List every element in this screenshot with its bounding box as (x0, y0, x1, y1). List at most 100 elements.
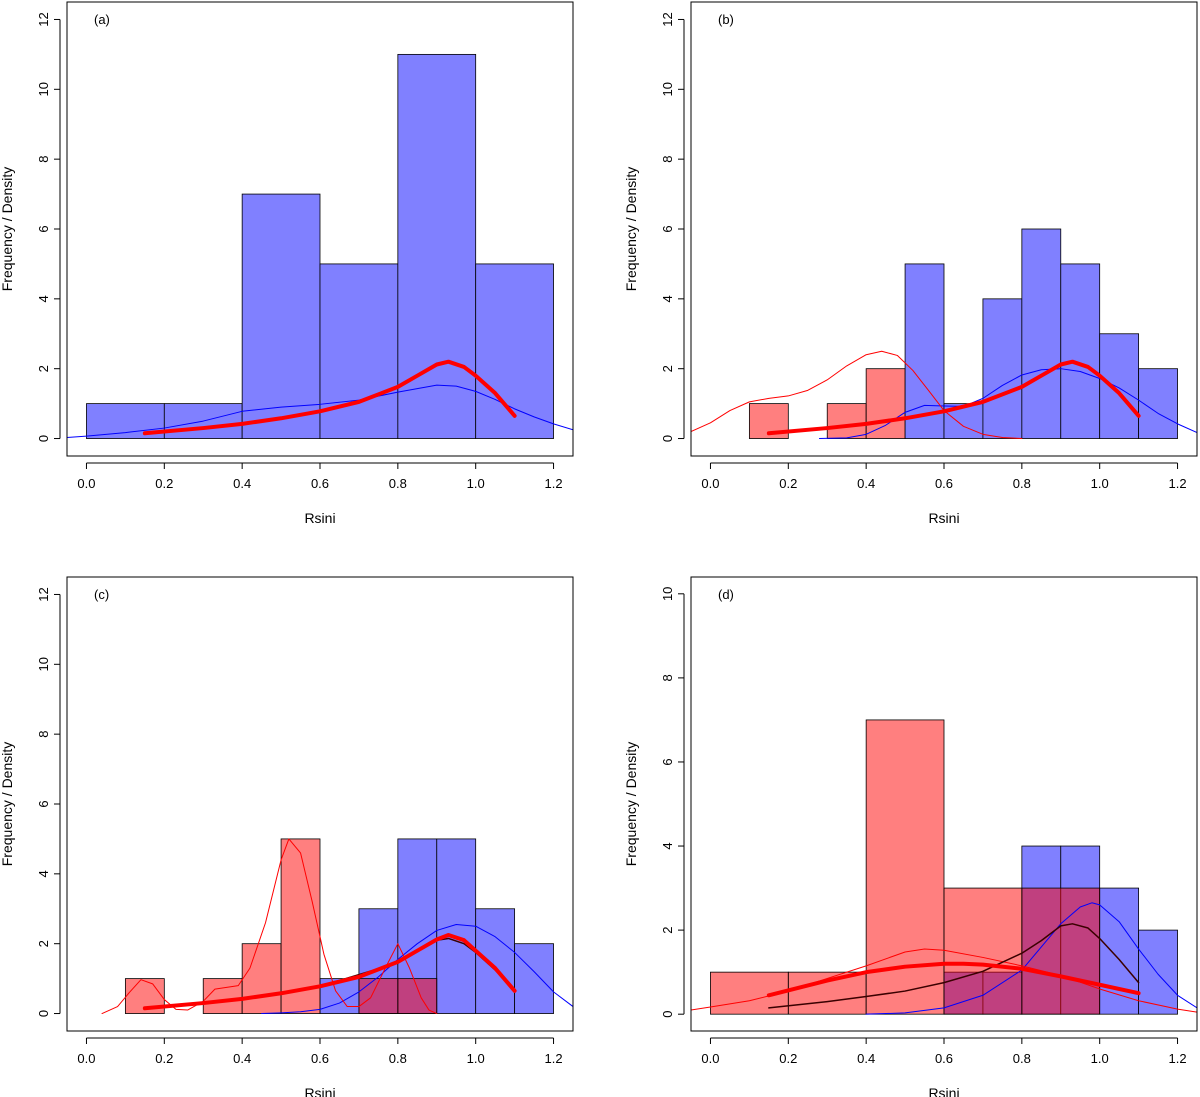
blue-hist-bar (1138, 368, 1178, 439)
x-tick-label: 1.0 (467, 1051, 485, 1066)
panel-d: 0.0 0.2 0.4 0.6 0.8 1.0 1.2 0 2 4 6 8 10 Rsini Frequen… (623, 576, 1198, 1097)
x-tick-label: 1.0 (467, 476, 485, 491)
x-tick-label: 1.2 (1168, 1051, 1186, 1066)
panel-b: 0.0 0.2 0.4 0.6 0.8 1.0 1.2 0 2 4 6 8 10 12 Rsini Frequ… (623, 1, 1198, 526)
red-hist-bar (865, 368, 906, 439)
red-fit-line (766, 359, 1141, 436)
y-tick-label: 8 (36, 156, 51, 163)
blue-density-line (818, 368, 1197, 440)
x-tick-label: 0.4 (233, 1051, 251, 1066)
y-tick-label: 4 (36, 870, 51, 877)
y-axis-title: Frequency / Density (0, 167, 15, 292)
red-hist-bar (280, 838, 321, 1014)
red-density-line (691, 350, 1023, 440)
x-tick-label: 1.2 (544, 476, 562, 491)
x-tick-label: 0.2 (155, 476, 173, 491)
red-fit-line (766, 961, 1141, 998)
blue-hist-bar (1138, 929, 1178, 1015)
plot-frame (66, 1, 574, 457)
red-fit-line (142, 932, 517, 1011)
y-tick-label: 8 (660, 674, 675, 681)
x-tick-label: 0.6 (935, 1051, 953, 1066)
red-hist-bar (397, 978, 438, 1014)
x-tick-label: 0.6 (935, 476, 953, 491)
y-tick-label: 0 (660, 435, 675, 442)
y-tick-label: 2 (36, 365, 51, 372)
x-tick-label: 1.2 (544, 1051, 562, 1066)
x-tick-label: 1.2 (1168, 476, 1186, 491)
x-tick-label: 0.4 (857, 1051, 875, 1066)
y-axis-title: Frequency / Density (623, 167, 639, 292)
blue-hist-bar (241, 193, 321, 439)
blue-hist-bar (475, 908, 516, 1014)
x-tick-label: 0.4 (233, 476, 251, 491)
blue-density-line (865, 902, 1197, 1015)
y-tick-label: 10 (660, 82, 675, 96)
y-tick-label: 12 (36, 587, 51, 601)
y-tick-label: 10 (36, 82, 51, 96)
y-tick-label: 6 (660, 225, 675, 232)
panel-label: (b) (718, 12, 734, 27)
x-tick-label: 0.8 (1013, 476, 1031, 491)
x-tick-label: 0.2 (779, 476, 797, 491)
y-tick-label: 2 (36, 940, 51, 947)
plot-frame (690, 1, 1198, 457)
panel-c: 0.0 0.2 0.4 0.6 0.8 1.0 1.2 0 2 4 6 8 10 12 Rsini Frequ… (0, 576, 574, 1097)
red-hist-bar (358, 978, 399, 1014)
x-tick-label: 1.0 (1091, 476, 1109, 491)
x-tick-label: 0.0 (77, 476, 95, 491)
y-tick-label: 6 (660, 758, 675, 765)
y-tick-label: 4 (36, 295, 51, 302)
x-tick-label: 0.8 (1013, 1051, 1031, 1066)
y-tick-label: 10 (660, 587, 675, 601)
x-tick-label: 0.0 (77, 1051, 95, 1066)
blue-hist-bar (1021, 228, 1062, 439)
red-hist-bar (202, 978, 243, 1014)
y-tick-label: 0 (36, 1010, 51, 1017)
y-tick-label: 0 (660, 1011, 675, 1018)
blue-hist-bar (514, 943, 554, 1014)
x-tick-label: 0.0 (701, 476, 719, 491)
x-tick-label: 0.8 (389, 476, 407, 491)
red-fit-line (142, 359, 517, 436)
plot-frame (66, 576, 574, 1032)
x-tick-label: 0.2 (779, 1051, 797, 1066)
x-tick-label: 0.4 (857, 476, 875, 491)
y-tick-label: 2 (660, 365, 675, 372)
dark-fit-line (768, 923, 1140, 1009)
y-tick-label: 6 (36, 800, 51, 807)
blue-hist-bar (1060, 263, 1101, 439)
red-hist-bar (826, 403, 867, 439)
x-axis-title: Rsini (304, 510, 335, 526)
blue-hist-bar (904, 263, 945, 439)
y-tick-label: 4 (660, 295, 675, 302)
x-tick-label: 0.6 (311, 476, 329, 491)
red-density-line (101, 838, 438, 1015)
y-axis-title: Frequency / Density (623, 742, 639, 867)
y-axis-title: Frequency / Density (0, 742, 15, 867)
blue-hist-bar (475, 263, 554, 439)
y-tick-label: 12 (660, 12, 675, 26)
y-tick-label: 6 (36, 225, 51, 232)
y-tick-label: 8 (36, 731, 51, 738)
panel-label: (a) (94, 12, 110, 27)
y-tick-label: 10 (36, 657, 51, 671)
y-tick-label: 4 (660, 842, 675, 849)
panel-a: 0.0 0.2 0.4 0.6 0.8 1.0 1.2 0 2 4 6 8 10 12 Rsini Frequ… (0, 1, 574, 526)
panel-label: (d) (718, 587, 734, 602)
x-axis-title: Rsini (928, 1085, 959, 1097)
blue-density-line (261, 923, 573, 1015)
blue-hist-bar (397, 53, 477, 439)
x-tick-label: 0.8 (389, 1051, 407, 1066)
y-tick-label: 12 (36, 12, 51, 26)
red-hist-bar (241, 943, 282, 1014)
x-tick-label: 0.6 (311, 1051, 329, 1066)
blue-hist-bar (319, 263, 399, 439)
red-hist-bar (1021, 887, 1101, 1015)
blue-hist-bar (1099, 333, 1140, 439)
y-tick-label: 2 (660, 926, 675, 933)
y-tick-label: 8 (660, 156, 675, 163)
y-tick-label: 0 (36, 435, 51, 442)
x-axis-title: Rsini (304, 1085, 335, 1097)
